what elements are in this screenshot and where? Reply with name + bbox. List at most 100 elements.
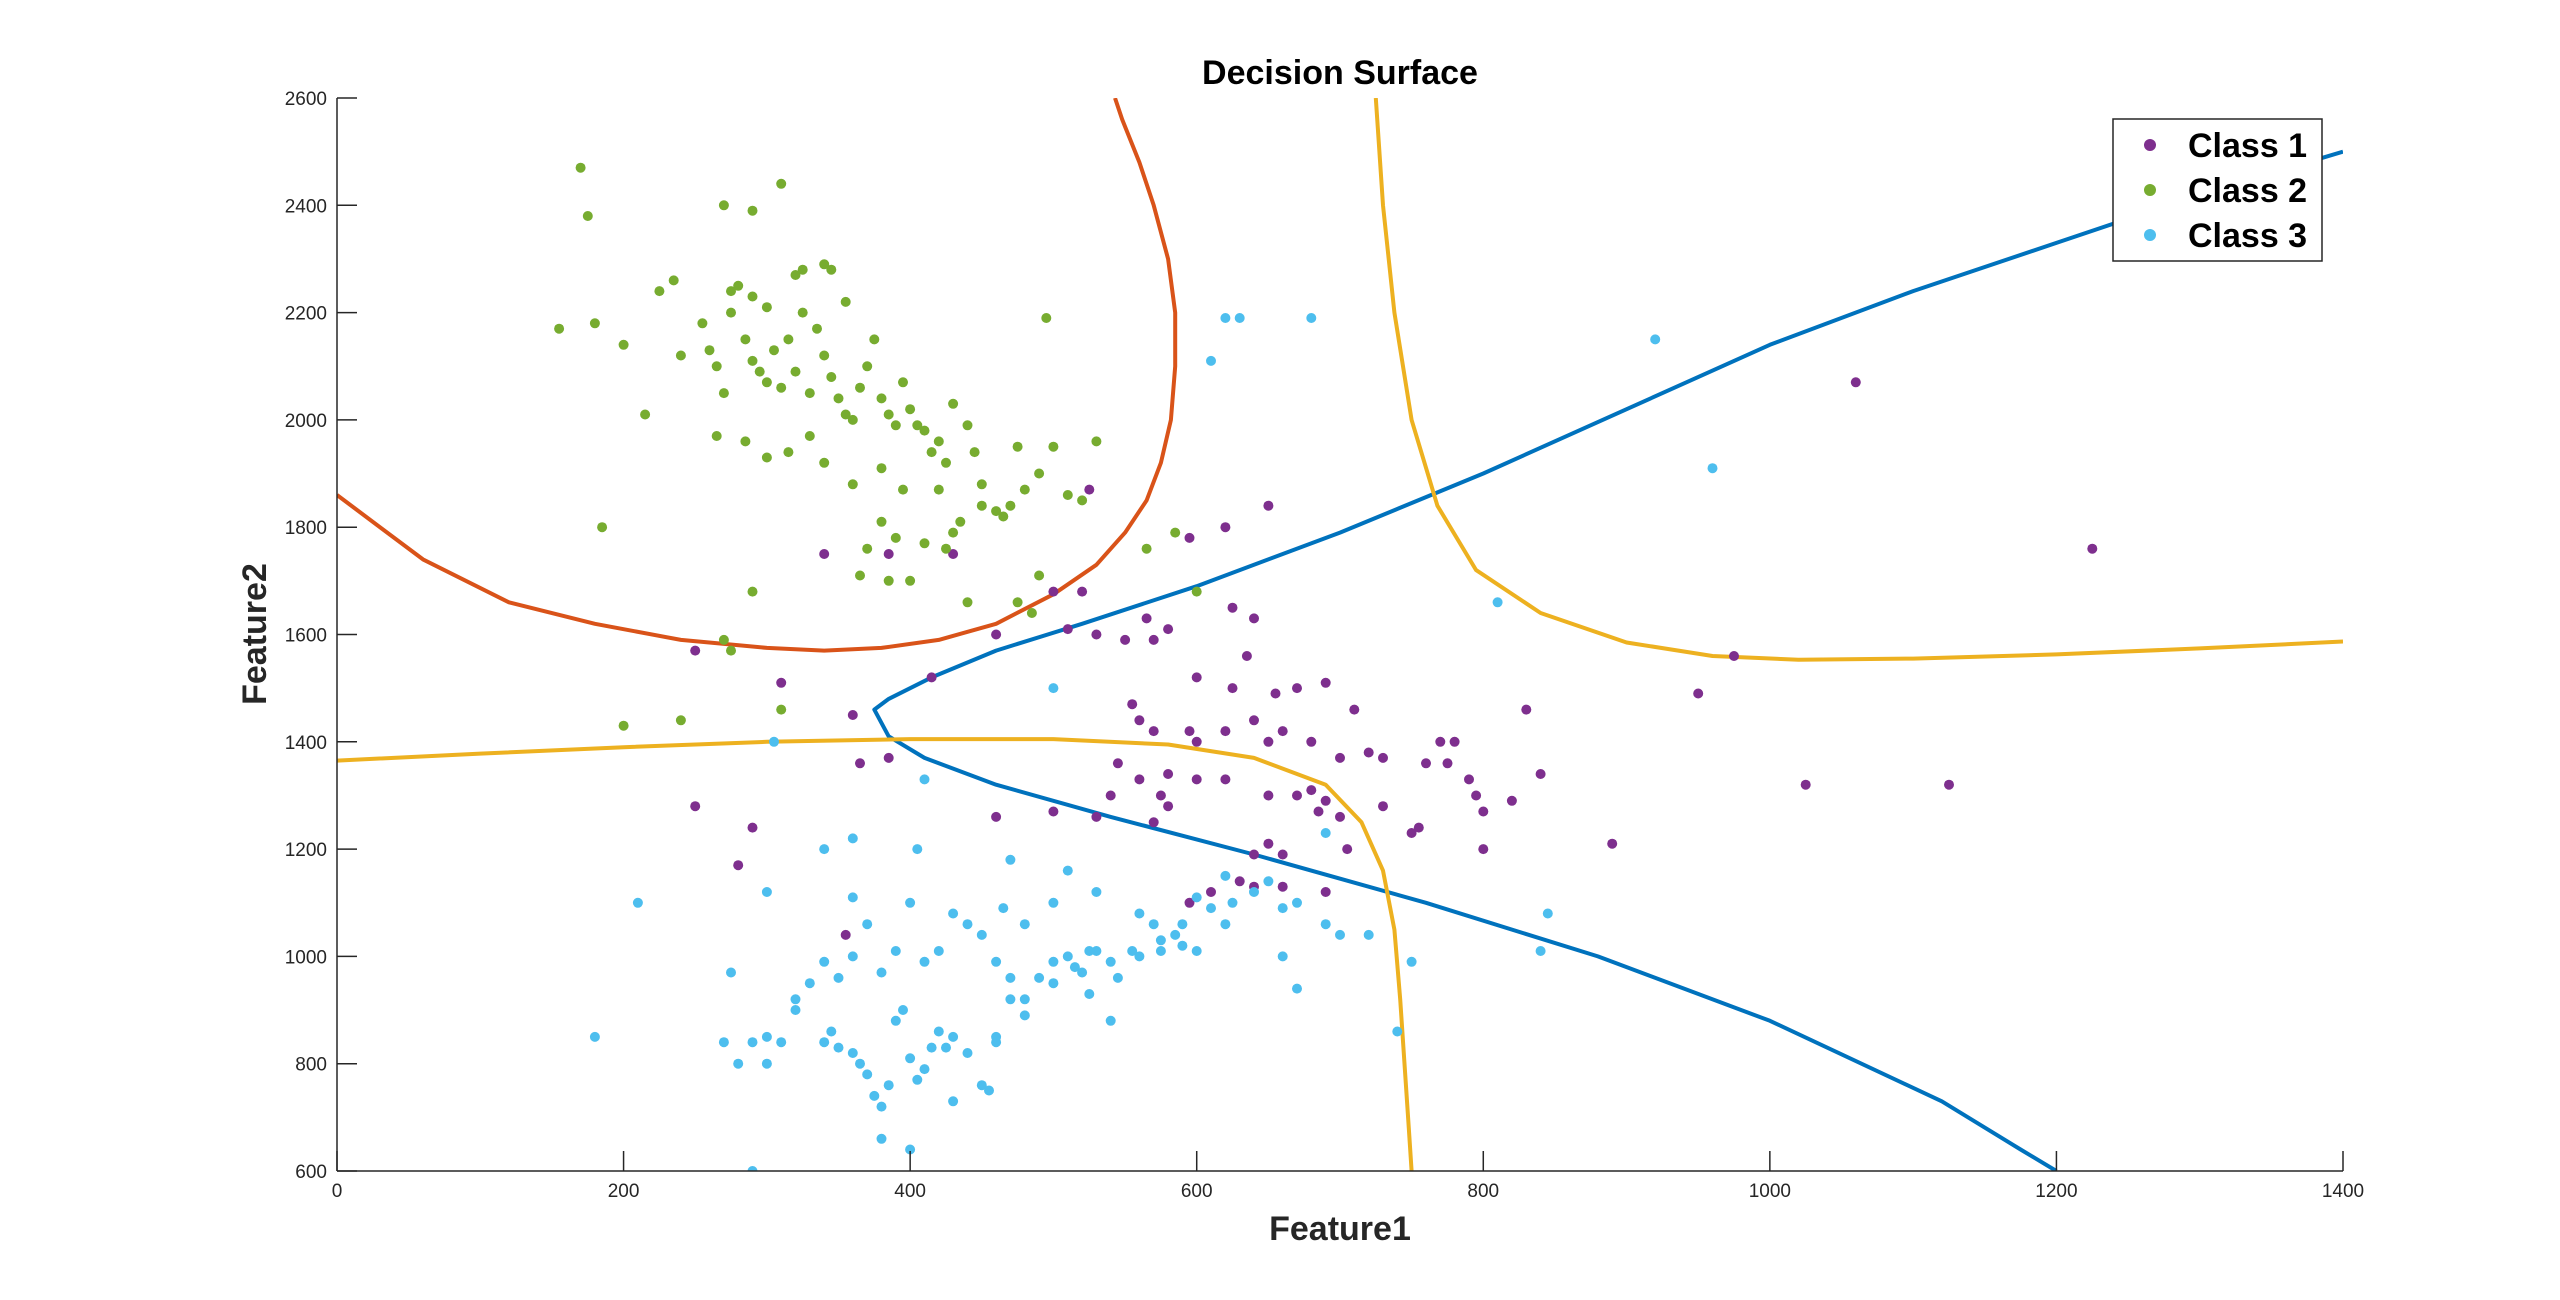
point-class-2 [948,398,959,409]
point-class-3 [718,1037,729,1048]
point-class-3 [1069,962,1080,973]
point-class-3 [1707,463,1718,474]
point-class-1 [948,549,959,559]
point-class-3 [948,1096,959,1107]
point-class-1 [1148,817,1159,828]
point-class-3 [919,774,930,785]
point-class-3 [998,903,1009,914]
point-class-1 [1378,752,1388,763]
point-class-2 [1034,570,1045,581]
point-class-3 [1155,935,1166,946]
point-class-2 [1048,441,1059,452]
decision-boundaries [337,98,2343,1171]
point-class-3 [1084,989,1095,999]
point-class-1 [1091,811,1102,822]
point-class-3 [819,844,830,855]
point-class-2 [933,436,944,447]
point-class-2 [869,334,880,345]
point-class-1 [1306,785,1317,796]
point-class-2 [582,211,593,221]
point-class-1 [1062,624,1073,635]
point-class-2 [761,377,772,388]
point-class-1 [1342,844,1353,855]
point-class-3 [962,919,973,930]
point-class-1 [1406,828,1417,838]
point-class-1 [1163,769,1174,779]
point-class-2 [804,388,815,399]
point-class-3 [933,946,944,956]
point-class-1 [1249,613,1259,624]
point-class-2 [962,420,973,431]
point-class-2 [905,404,916,415]
point-class-1 [1478,806,1489,817]
point-class-3 [1170,929,1181,940]
point-class-3 [776,1037,787,1048]
point-class-1 [1277,726,1288,737]
point-class-3 [1134,951,1145,962]
point-class-1 [991,811,1002,822]
point-class-3 [883,1080,894,1091]
point-class-2 [1141,543,1152,554]
point-class-1 [1134,715,1145,726]
point-class-2 [718,634,729,645]
point-class-1 [1206,887,1216,897]
point-class-2 [976,500,987,511]
point-class-1 [1191,774,1202,785]
point-class-1 [1729,651,1739,661]
point-class-3 [1535,946,1546,956]
point-class-3 [632,897,643,908]
point-class-1 [1292,790,1302,801]
boundary-curve-4 [1373,98,2343,662]
point-class-1 [1227,683,1238,694]
point-class-3 [833,972,844,983]
point-class-2 [797,264,808,275]
point-class-1 [1141,613,1152,624]
point-class-3 [991,1031,1002,1042]
point-class-3 [1392,1026,1403,1037]
point-class-1 [926,672,937,683]
x-tick-label: 200 [608,1181,640,1202]
point-class-2 [941,457,951,468]
point-class-2 [575,162,586,173]
point-class-2 [776,178,787,189]
point-class-1 [1148,726,1159,737]
y-tick-label: 1400 [285,733,327,754]
point-class-1 [1155,790,1166,801]
tick-labels: 0 200 400 600 800 1000 1200 1400 600 800 1000 1200 1… [285,89,2364,1202]
point-class-1 [1478,844,1489,855]
point-class-1 [840,929,851,940]
point-class-2 [862,361,873,372]
point-class-2 [826,372,837,382]
point-class-2 [898,377,908,388]
point-class-2 [697,318,708,329]
point-class-3 [1005,972,1016,983]
point-class-3 [1492,597,1503,608]
y-tick-label: 1800 [285,518,327,539]
point-class-3 [790,1005,801,1015]
point-class-2 [919,538,930,549]
point-class-3 [905,1144,916,1155]
point-class-2 [747,291,758,302]
point-class-2 [883,409,894,420]
point-class-3 [1320,919,1331,930]
point-class-3 [1019,919,1030,930]
point-class-3 [847,1048,858,1058]
point-class-2 [1170,527,1181,538]
legend-marker-class-2 [2144,184,2156,196]
point-class-3 [847,951,858,962]
point-class-3 [1048,683,1059,694]
point-class-1 [1850,377,1861,388]
point-class-1 [1320,677,1331,688]
point-class-1 [1105,790,1116,801]
point-class-3 [933,1026,944,1037]
point-class-1 [2087,543,2098,554]
boundary-curve-2 [872,149,2343,1171]
point-class-1 [1306,736,1317,747]
point-class-3 [862,1069,873,1080]
point-class-3 [1191,946,1202,956]
point-class-1 [1335,752,1345,763]
x-tick-label: 1400 [2322,1181,2364,1202]
x-tick-label: 1000 [1749,1181,1791,1202]
point-class-3 [1084,946,1095,956]
point-class-2 [747,355,758,366]
